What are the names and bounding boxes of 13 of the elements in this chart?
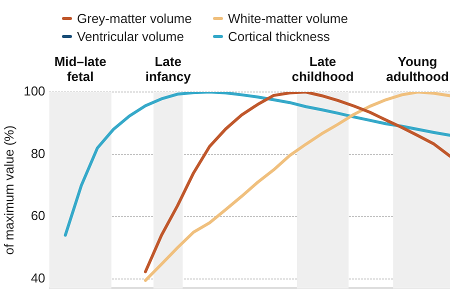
y-tick-label: 100 xyxy=(24,84,46,99)
text: Young adulthood xyxy=(386,54,449,84)
legend-label: Cortical thickness xyxy=(228,28,330,44)
text: Mid–late fetal xyxy=(54,54,106,84)
y-tick-label: 40 xyxy=(30,270,46,286)
text: Late childhood xyxy=(292,54,354,84)
text: Late infancy xyxy=(145,54,191,84)
y-tick-label: 60 xyxy=(30,208,46,224)
legend-label: White-matter volume xyxy=(228,10,348,26)
legend-label: Ventricular volume xyxy=(77,28,184,44)
legend-label: Grey-matter volume xyxy=(77,10,192,26)
y-axis-title: of maximum value (%) xyxy=(1,125,16,255)
y-tick-label: 80 xyxy=(30,146,46,161)
